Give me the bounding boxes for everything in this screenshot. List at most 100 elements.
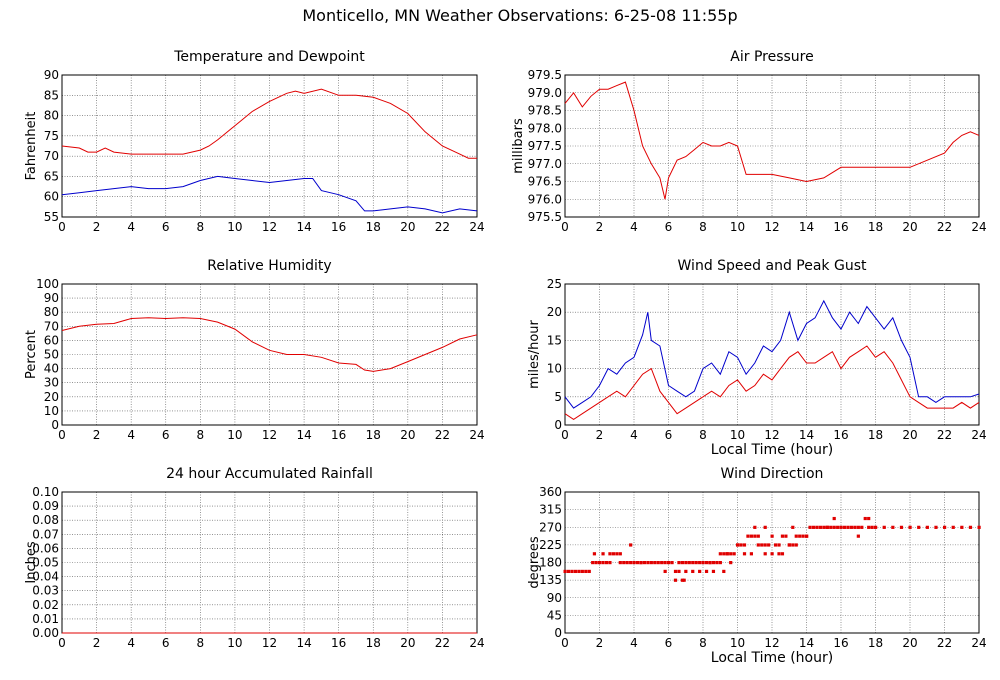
x-tick-label: 10 bbox=[730, 220, 745, 234]
data-point bbox=[732, 552, 736, 556]
y-tick-label: 0.09 bbox=[32, 499, 59, 513]
y-tick-label: 315 bbox=[539, 503, 562, 517]
data-point bbox=[815, 525, 819, 529]
data-point bbox=[680, 578, 684, 582]
x-axis-label: Local Time (hour) bbox=[711, 650, 833, 666]
x-tick-label: 6 bbox=[162, 220, 170, 234]
data-point bbox=[722, 552, 726, 556]
x-axis-label: Local Time (hour) bbox=[711, 442, 833, 458]
y-tick-label: 50 bbox=[44, 348, 59, 362]
y-tick-label: 90 bbox=[547, 591, 562, 605]
y-tick-label: 75 bbox=[44, 129, 59, 143]
x-tick-label: 0 bbox=[561, 428, 569, 442]
data-point bbox=[784, 534, 788, 538]
data-point bbox=[698, 569, 702, 574]
y-tick-label: 180 bbox=[539, 556, 562, 570]
data-point bbox=[677, 569, 681, 574]
data-point bbox=[960, 525, 964, 529]
y-tick-label: 0.02 bbox=[32, 598, 59, 612]
data-point bbox=[756, 543, 760, 547]
data-point bbox=[584, 569, 588, 574]
y-tick-label: 975.5 bbox=[528, 210, 562, 224]
data-point bbox=[791, 543, 795, 547]
data-point bbox=[580, 569, 584, 574]
x-tick-label: 10 bbox=[227, 636, 242, 650]
x-tick-label: 16 bbox=[331, 220, 346, 234]
y-tick-label: 0.08 bbox=[32, 513, 59, 527]
data-point bbox=[629, 543, 633, 547]
data-point bbox=[566, 569, 571, 574]
plot-frame bbox=[564, 283, 980, 426]
y-tick-label: 0.00 bbox=[32, 626, 59, 640]
data-point bbox=[635, 561, 640, 565]
x-tick-label: 0 bbox=[561, 636, 569, 650]
x-tick-label: 6 bbox=[665, 636, 673, 650]
data-point bbox=[684, 569, 688, 574]
x-tick-label: 0 bbox=[58, 220, 66, 234]
y-axis-label: Fahrenheit bbox=[24, 112, 39, 181]
x-tick-label: 18 bbox=[366, 220, 381, 234]
x-tick-label: 6 bbox=[665, 428, 673, 442]
data-point bbox=[760, 543, 764, 547]
data-point bbox=[867, 525, 871, 529]
y-tick-label: 55 bbox=[44, 210, 59, 224]
data-point bbox=[715, 561, 719, 565]
data-point bbox=[608, 552, 612, 556]
y-tick-label: 979.5 bbox=[528, 68, 562, 82]
y-tick-label: 60 bbox=[44, 190, 59, 204]
plot-frame bbox=[61, 283, 478, 426]
x-tick-label: 12 bbox=[764, 428, 779, 442]
data-point bbox=[749, 534, 753, 538]
data-point bbox=[770, 552, 774, 556]
y-tick-label: 80 bbox=[44, 109, 59, 123]
data-point bbox=[663, 561, 667, 565]
x-tick-label: 16 bbox=[833, 636, 848, 650]
y-tick-label: 85 bbox=[44, 88, 59, 102]
data-point bbox=[839, 525, 843, 529]
x-tick-label: 6 bbox=[162, 428, 170, 442]
y-axis-label: miles/hour bbox=[527, 319, 542, 388]
x-tick-label: 14 bbox=[296, 220, 311, 234]
y-tick-label: 70 bbox=[44, 149, 59, 163]
data-point bbox=[694, 561, 698, 565]
x-tick-label: 24 bbox=[971, 636, 986, 650]
series-line bbox=[564, 345, 980, 420]
data-point bbox=[629, 561, 633, 565]
data-point bbox=[853, 525, 857, 529]
chart-title: 24 hour Accumulated Rainfall bbox=[166, 466, 373, 482]
data-point bbox=[908, 525, 912, 529]
x-tick-label: 10 bbox=[730, 428, 745, 442]
data-point bbox=[860, 525, 864, 529]
x-tick-label: 14 bbox=[799, 220, 814, 234]
data-point bbox=[749, 552, 753, 556]
data-point bbox=[746, 534, 750, 538]
plot-frame bbox=[564, 491, 980, 634]
data-point bbox=[601, 552, 605, 556]
data-point bbox=[660, 561, 664, 565]
x-tick-label: 22 bbox=[937, 636, 952, 650]
data-point bbox=[708, 561, 712, 565]
x-tick-label: 4 bbox=[127, 220, 135, 234]
data-point bbox=[736, 543, 740, 547]
x-tick-label: 24 bbox=[469, 428, 484, 442]
data-point bbox=[667, 561, 671, 565]
data-point bbox=[663, 569, 667, 574]
data-point bbox=[611, 552, 615, 556]
x-tick-label: 24 bbox=[971, 428, 986, 442]
data-point bbox=[684, 561, 688, 565]
series-line bbox=[564, 299, 980, 409]
data-point bbox=[701, 561, 705, 565]
x-tick-label: 6 bbox=[665, 220, 673, 234]
x-tick-label: 24 bbox=[469, 636, 484, 650]
data-point bbox=[773, 543, 778, 547]
x-tick-label: 18 bbox=[868, 636, 883, 650]
data-point bbox=[670, 561, 674, 565]
data-point bbox=[756, 534, 760, 538]
data-point bbox=[618, 552, 622, 556]
data-point bbox=[604, 561, 609, 565]
y-tick-label: 360 bbox=[539, 485, 562, 499]
data-point bbox=[691, 561, 695, 565]
data-point bbox=[943, 525, 947, 529]
